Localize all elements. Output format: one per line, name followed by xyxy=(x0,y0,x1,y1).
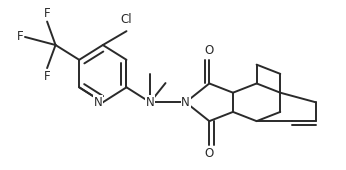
Text: F: F xyxy=(44,70,51,83)
Text: Cl: Cl xyxy=(121,13,132,26)
Text: F: F xyxy=(44,7,51,20)
Text: N: N xyxy=(146,96,155,109)
Text: N: N xyxy=(181,96,190,109)
Text: O: O xyxy=(205,44,214,57)
Text: O: O xyxy=(205,147,214,160)
Text: N: N xyxy=(94,96,103,109)
Text: F: F xyxy=(17,30,23,44)
